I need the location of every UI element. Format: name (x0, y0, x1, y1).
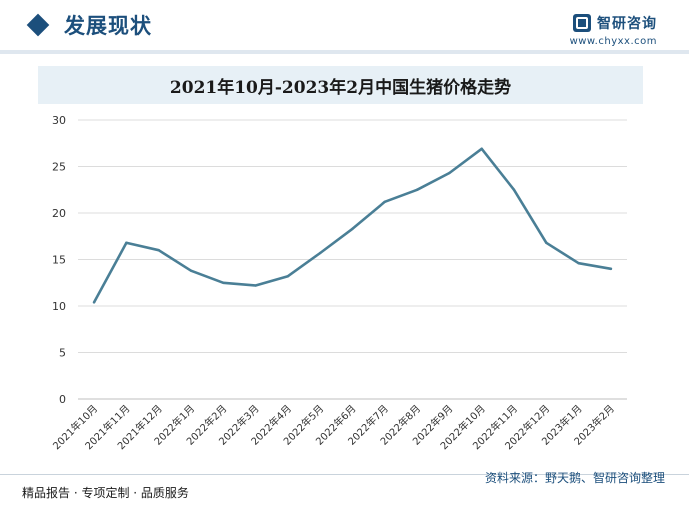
data-point (286, 275, 290, 278)
y-axis: 0 5 10 15 20 25 30 (52, 114, 66, 406)
data-point (157, 249, 160, 252)
chart-title: 2021年10月-2023年2月中国生猪价格走势 (169, 77, 512, 98)
footer-divider (0, 474, 689, 475)
source-note: 资料来源：野天鹅、智研咨询整理 (484, 471, 665, 485)
data-point (383, 200, 386, 204)
price-line (92, 147, 613, 304)
brand: 智研咨询 www.chyxx.com (570, 13, 657, 47)
chyxx-logo-icon (573, 14, 591, 32)
data-point (577, 262, 580, 265)
y-tick-label: 25 (52, 161, 66, 174)
slogan: 精品报告 · 专项定制 · 品质服务 (22, 486, 189, 500)
brand-name: 智研咨询 (597, 16, 657, 32)
data-point (222, 281, 225, 284)
y-tick-label: 0 (59, 393, 66, 406)
y-tick-label: 30 (52, 114, 66, 127)
data-point (415, 188, 419, 191)
header: 发展现状 智研咨询 www.chyxx.com (0, 0, 689, 58)
grid (78, 119, 627, 400)
header-divider (0, 50, 689, 54)
brand-url: www.chyxx.com (569, 36, 657, 47)
chart-title-box: 2021年10月-2023年2月中国生猪价格走势 (38, 66, 643, 104)
data-point (609, 267, 613, 270)
y-tick-label: 15 (52, 254, 66, 267)
data-point (448, 171, 451, 175)
data-point (512, 188, 516, 191)
data-point (351, 227, 354, 231)
data-point (92, 301, 96, 304)
series-line (92, 147, 613, 304)
y-tick-label: 5 (59, 347, 66, 360)
data-point (319, 251, 322, 255)
section-title: 发展现状 (64, 14, 152, 38)
data-point (189, 269, 193, 272)
data-point (254, 284, 257, 287)
data-point (480, 147, 483, 151)
y-tick-label: 10 (52, 300, 66, 313)
data-point (125, 241, 128, 244)
data-point (545, 241, 548, 244)
x-axis: 2021年10月2021年11月2021年12月2022年1月2022年2月20… (50, 402, 617, 452)
y-tick-label: 20 (52, 207, 66, 220)
